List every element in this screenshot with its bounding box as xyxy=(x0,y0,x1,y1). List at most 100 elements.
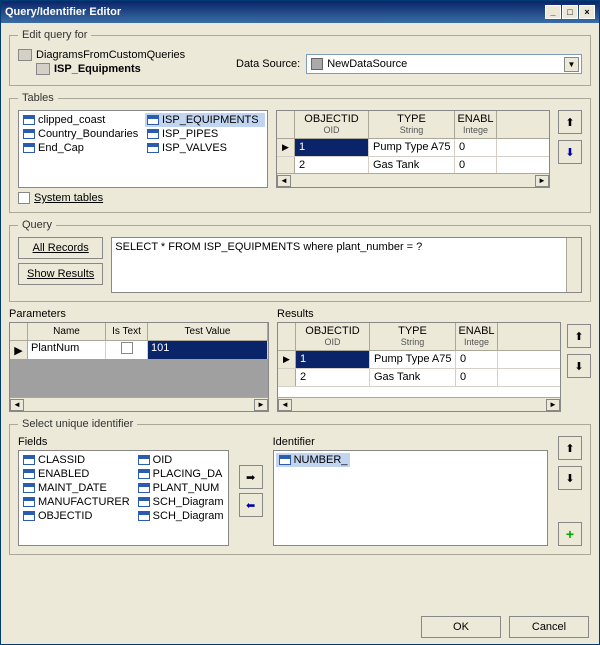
tree-child[interactable]: ISP_Equipments xyxy=(18,63,218,75)
system-tables-label: System tables xyxy=(34,192,103,204)
col-objectid: OBJECTID xyxy=(304,114,358,125)
sql-textarea[interactable]: SELECT * FROM ISP_EQUIPMENTS where plant… xyxy=(111,237,582,293)
transfer-arrows: ➡ ⬅ xyxy=(239,436,263,546)
row-indicator-icon xyxy=(278,369,296,386)
list-item[interactable]: SCH_Diagram xyxy=(136,509,226,523)
identifier-title: Identifier xyxy=(273,436,548,448)
tree-child-label: ISP_Equipments xyxy=(54,63,141,75)
data-source-select[interactable]: NewDataSource ▼ xyxy=(306,54,582,74)
table-icon xyxy=(23,469,35,479)
folder-icon xyxy=(18,49,32,61)
identifier-list[interactable]: NUMBER_ xyxy=(273,450,548,546)
table-icon xyxy=(138,511,150,521)
table-icon xyxy=(147,129,159,139)
istext-checkbox[interactable] xyxy=(121,342,133,354)
param-testvalue[interactable]: 101 xyxy=(148,341,268,359)
table-row[interactable]: 2Gas Tank0 xyxy=(278,369,560,387)
table-icon xyxy=(23,129,35,139)
table-icon xyxy=(138,497,150,507)
remove-field-button[interactable]: ⬅ xyxy=(239,493,263,517)
minimize-button[interactable]: _ xyxy=(545,5,561,19)
v-scrollbar[interactable] xyxy=(566,238,581,292)
row-indicator-icon xyxy=(277,157,295,174)
list-item[interactable]: PLACING_DA xyxy=(136,467,226,481)
move-down-button[interactable]: ⬇ xyxy=(558,140,582,164)
tables-updown: ⬆ ⬇ xyxy=(558,110,582,188)
data-source-value: NewDataSource xyxy=(327,58,407,70)
system-tables-row: System tables xyxy=(18,192,582,204)
database-icon xyxy=(311,58,323,70)
results-updown: ⬆ ⬇ xyxy=(567,308,591,412)
query-tree: DiagramsFromCustomQueries ISP_Equipments xyxy=(18,47,218,77)
dialog-footer: OK Cancel xyxy=(1,610,599,644)
list-item[interactable]: ENABLED xyxy=(21,467,132,481)
add-field-button[interactable]: ➡ xyxy=(239,465,263,489)
move-up-button[interactable]: ⬆ xyxy=(558,110,582,134)
list-item[interactable]: ISP_EQUIPMENTS xyxy=(145,113,265,127)
table-icon xyxy=(147,115,159,125)
tables-preview-grid[interactable]: OBJECTIDOID TYPEString ENABLIntege ▶1Pum… xyxy=(276,110,550,188)
list-item[interactable]: MANUFACTURER xyxy=(21,495,132,509)
system-tables-checkbox[interactable] xyxy=(18,192,30,204)
tables-list[interactable]: clipped_coastCountry_BoundariesEnd_Cap I… xyxy=(18,110,268,188)
list-item[interactable]: ISP_PIPES xyxy=(145,127,265,141)
list-item[interactable]: ISP_VALVES xyxy=(145,141,265,155)
list-item[interactable]: CLASSID xyxy=(21,453,132,467)
table-row[interactable]: ▶1Pump Type A750 xyxy=(277,139,549,157)
table-icon xyxy=(138,469,150,479)
table-icon xyxy=(23,483,35,493)
query-legend: Query xyxy=(18,219,56,231)
h-scrollbar[interactable]: ◄► xyxy=(278,397,560,411)
content-area: Edit query for DiagramsFromCustomQueries… xyxy=(1,23,599,610)
tables-fieldset: Tables clipped_coastCountry_BoundariesEn… xyxy=(9,92,591,213)
list-item[interactable]: OID xyxy=(136,453,226,467)
identifier-label: NUMBER_ xyxy=(294,454,348,466)
cancel-button[interactable]: Cancel xyxy=(509,616,589,638)
data-source-row: Data Source: NewDataSource ▼ xyxy=(236,54,582,74)
dropdown-arrow-icon: ▼ xyxy=(564,57,579,72)
param-col-name: Name xyxy=(28,323,106,340)
all-records-button[interactable]: All Records xyxy=(18,237,103,259)
results-grid[interactable]: OBJECTIDOID TYPEString ENABLIntege ▶1Pum… xyxy=(277,322,561,412)
tree-root-label: DiagramsFromCustomQueries xyxy=(36,49,185,61)
tables-legend: Tables xyxy=(18,92,58,104)
table-icon xyxy=(23,143,35,153)
ok-button[interactable]: OK xyxy=(421,616,501,638)
list-item[interactable]: PLANT_NUM xyxy=(136,481,226,495)
show-results-button[interactable]: Show Results xyxy=(18,263,103,285)
list-item[interactable]: clipped_coast xyxy=(21,113,141,127)
parameters-grid[interactable]: Name Is Text Test Value ▶ PlantNum 101 ◄… xyxy=(9,322,269,412)
param-name: PlantNum xyxy=(28,341,106,359)
table-icon xyxy=(23,497,35,507)
col-enabled: ENABL xyxy=(457,114,493,125)
fields-title: Fields xyxy=(18,436,229,448)
close-button[interactable]: × xyxy=(579,5,595,19)
layer-icon xyxy=(36,63,50,75)
table-icon xyxy=(138,483,150,493)
add-identifier-button[interactable]: + xyxy=(558,522,582,546)
edit-query-fieldset: Edit query for DiagramsFromCustomQueries… xyxy=(9,29,591,86)
results-title: Results xyxy=(277,308,561,320)
identifier-updown: ⬆ ⬇ + xyxy=(558,436,582,546)
list-item[interactable]: SCH_Diagram xyxy=(136,495,226,509)
move-up-button[interactable]: ⬆ xyxy=(567,324,591,348)
list-item[interactable]: MAINT_DATE xyxy=(21,481,132,495)
table-icon xyxy=(138,455,150,465)
h-scrollbar[interactable]: ◄► xyxy=(277,173,549,187)
parameters-title: Parameters xyxy=(9,308,269,320)
row-indicator-icon: ▶ xyxy=(10,341,28,359)
maximize-button[interactable]: □ xyxy=(562,5,578,19)
id-move-down-button[interactable]: ⬇ xyxy=(558,466,582,490)
id-move-up-button[interactable]: ⬆ xyxy=(558,436,582,460)
h-scrollbar[interactable]: ◄► xyxy=(10,397,268,411)
list-item[interactable]: End_Cap xyxy=(21,141,141,155)
list-item[interactable]: Country_Boundaries xyxy=(21,127,141,141)
identifier-item[interactable]: NUMBER_ xyxy=(276,453,351,467)
fields-list[interactable]: CLASSIDENABLEDMAINT_DATEMANUFACTUREROBJE… xyxy=(18,450,229,546)
table-row[interactable]: ▶1Pump Type A750 xyxy=(278,351,560,369)
tree-root[interactable]: DiagramsFromCustomQueries xyxy=(18,49,218,61)
window-title: Query/Identifier Editor xyxy=(5,6,545,18)
list-item[interactable]: OBJECTID xyxy=(21,509,132,523)
move-down-button[interactable]: ⬇ xyxy=(567,354,591,378)
table-icon xyxy=(147,143,159,153)
